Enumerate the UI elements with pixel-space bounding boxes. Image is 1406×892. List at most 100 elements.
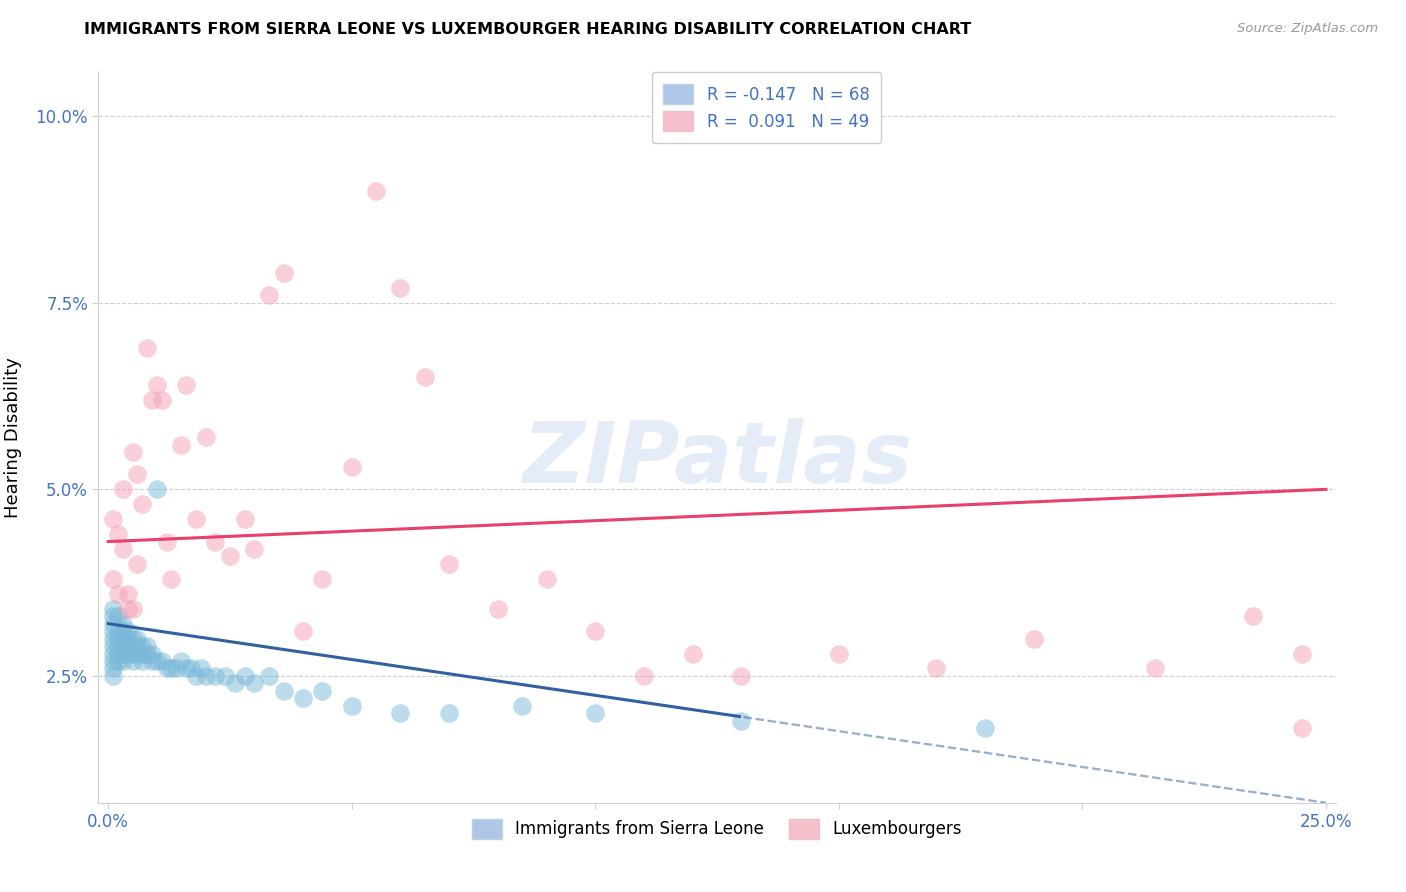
Point bbox=[136, 341, 159, 355]
Point bbox=[437, 706, 460, 721]
Point bbox=[243, 676, 266, 690]
Point bbox=[101, 639, 124, 653]
Point bbox=[121, 601, 143, 615]
Point bbox=[925, 661, 948, 675]
Point bbox=[127, 557, 149, 571]
Point bbox=[1022, 632, 1045, 646]
Point bbox=[583, 706, 606, 721]
Point bbox=[101, 647, 124, 661]
Point bbox=[121, 639, 143, 653]
Point bbox=[107, 609, 129, 624]
Y-axis label: Hearing Disability: Hearing Disability bbox=[4, 357, 21, 517]
Point bbox=[107, 587, 129, 601]
Point bbox=[1291, 721, 1313, 735]
Point bbox=[160, 661, 183, 675]
Point bbox=[682, 647, 704, 661]
Point bbox=[233, 512, 256, 526]
Point bbox=[117, 601, 139, 615]
Point bbox=[214, 669, 236, 683]
Point bbox=[111, 654, 134, 668]
Point bbox=[146, 654, 169, 668]
Point bbox=[174, 377, 197, 392]
Point bbox=[583, 624, 606, 639]
Point bbox=[117, 639, 139, 653]
Point bbox=[204, 534, 226, 549]
Point bbox=[101, 616, 124, 631]
Point bbox=[146, 377, 169, 392]
Legend: Immigrants from Sierra Leone, Luxembourgers: Immigrants from Sierra Leone, Luxembourg… bbox=[465, 812, 969, 846]
Point bbox=[101, 654, 124, 668]
Point bbox=[101, 572, 124, 586]
Point bbox=[204, 669, 226, 683]
Point bbox=[127, 647, 149, 661]
Point bbox=[257, 288, 280, 302]
Point bbox=[974, 721, 997, 735]
Point bbox=[165, 661, 187, 675]
Point bbox=[111, 624, 134, 639]
Text: ZIPatlas: ZIPatlas bbox=[522, 417, 912, 500]
Point bbox=[224, 676, 246, 690]
Point bbox=[180, 661, 202, 675]
Point bbox=[141, 654, 163, 668]
Point bbox=[136, 639, 159, 653]
Point bbox=[486, 601, 509, 615]
Point bbox=[170, 654, 193, 668]
Point bbox=[121, 632, 143, 646]
Point bbox=[131, 497, 153, 511]
Point bbox=[101, 632, 124, 646]
Point bbox=[121, 654, 143, 668]
Point bbox=[131, 639, 153, 653]
Point bbox=[156, 661, 179, 675]
Point bbox=[101, 601, 124, 615]
Point bbox=[510, 698, 533, 713]
Point bbox=[536, 572, 558, 586]
Point bbox=[413, 370, 436, 384]
Point bbox=[273, 683, 295, 698]
Point bbox=[340, 698, 363, 713]
Point bbox=[121, 647, 143, 661]
Point bbox=[101, 512, 124, 526]
Point bbox=[107, 639, 129, 653]
Point bbox=[141, 392, 163, 407]
Point bbox=[190, 661, 212, 675]
Point bbox=[389, 706, 412, 721]
Point bbox=[828, 647, 851, 661]
Point bbox=[121, 445, 143, 459]
Point bbox=[117, 587, 139, 601]
Point bbox=[219, 549, 242, 564]
Point bbox=[107, 647, 129, 661]
Point bbox=[117, 632, 139, 646]
Point bbox=[127, 467, 149, 482]
Point bbox=[184, 512, 207, 526]
Point bbox=[141, 647, 163, 661]
Point bbox=[1144, 661, 1167, 675]
Point bbox=[194, 430, 217, 444]
Point bbox=[150, 654, 173, 668]
Point bbox=[117, 647, 139, 661]
Point bbox=[233, 669, 256, 683]
Point bbox=[730, 669, 752, 683]
Point bbox=[1241, 609, 1264, 624]
Point bbox=[292, 624, 315, 639]
Point bbox=[1291, 647, 1313, 661]
Point bbox=[437, 557, 460, 571]
Point bbox=[311, 572, 333, 586]
Point bbox=[292, 691, 315, 706]
Point bbox=[730, 714, 752, 728]
Point bbox=[273, 266, 295, 280]
Point bbox=[107, 527, 129, 541]
Point bbox=[107, 654, 129, 668]
Point bbox=[101, 624, 124, 639]
Point bbox=[107, 632, 129, 646]
Point bbox=[340, 459, 363, 474]
Text: Source: ZipAtlas.com: Source: ZipAtlas.com bbox=[1237, 22, 1378, 36]
Point bbox=[389, 281, 412, 295]
Point bbox=[111, 632, 134, 646]
Point bbox=[131, 647, 153, 661]
Point bbox=[364, 184, 387, 198]
Point bbox=[633, 669, 655, 683]
Point bbox=[243, 542, 266, 557]
Point bbox=[160, 572, 183, 586]
Point bbox=[156, 534, 179, 549]
Point bbox=[111, 483, 134, 497]
